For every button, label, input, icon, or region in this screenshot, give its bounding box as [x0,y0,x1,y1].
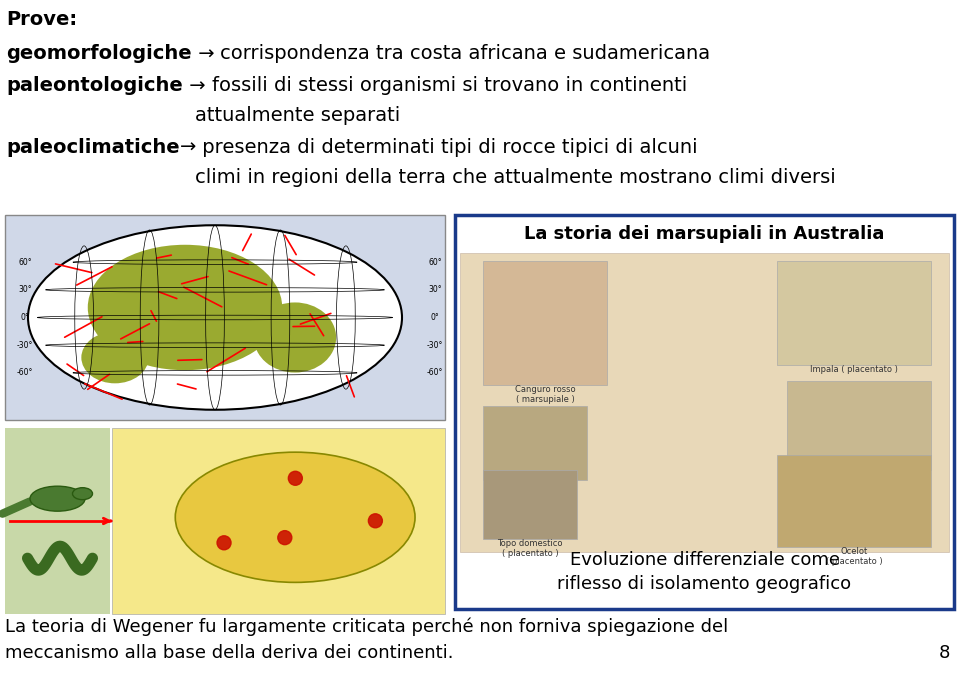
Text: 0°: 0° [21,313,30,322]
Circle shape [217,536,231,550]
Text: →: → [192,44,221,63]
Text: 8: 8 [939,644,950,662]
Ellipse shape [30,486,85,511]
Text: 0°: 0° [431,313,439,322]
FancyBboxPatch shape [455,215,954,609]
Text: -30°: -30° [427,341,443,350]
Text: riflesso di isolamento geografico: riflesso di isolamento geografico [557,575,852,593]
Text: 30°: 30° [428,285,442,294]
Text: meccanismo alla base della deriva dei continenti.: meccanismo alla base della deriva dei co… [5,644,454,662]
Text: →: → [179,138,196,157]
Ellipse shape [254,302,337,373]
Text: 30°: 30° [18,285,32,294]
Circle shape [289,471,302,485]
Ellipse shape [88,245,282,370]
FancyBboxPatch shape [777,455,931,547]
FancyBboxPatch shape [777,261,931,365]
FancyBboxPatch shape [5,215,445,420]
Text: -30°: -30° [17,341,34,350]
Text: -60°: -60° [427,369,443,378]
FancyBboxPatch shape [483,406,587,480]
Text: Evoluzione differenziale come: Evoluzione differenziale come [570,551,839,569]
Ellipse shape [28,225,402,410]
Text: paleoclimatiche: paleoclimatiche [6,138,179,157]
Circle shape [278,531,292,544]
Ellipse shape [175,452,415,582]
FancyBboxPatch shape [5,428,110,614]
FancyBboxPatch shape [460,253,949,552]
Text: Malgara
( marsupiale ): Malgara ( marsupiale ) [505,480,565,499]
Text: La storia dei marsupiali in Australia: La storia dei marsupiali in Australia [525,225,885,243]
Text: 60°: 60° [428,258,442,267]
Text: fossili di stessi organismi si trovano in continenti: fossili di stessi organismi si trovano i… [212,76,687,95]
Text: Quoll ( marsupiale ): Quoll ( marsupiale ) [817,470,901,479]
Text: -60°: -60° [17,369,34,378]
Text: La teoria di Wegener fu largamente criticata perché non forniva spiegazione del: La teoria di Wegener fu largamente criti… [5,618,728,637]
Ellipse shape [82,332,149,383]
Text: Prove:: Prove: [6,10,77,29]
Text: climi in regioni della terra che attualmente mostrano climi diversi: climi in regioni della terra che attualm… [195,168,835,187]
FancyBboxPatch shape [112,428,445,614]
Text: Ocelot
( placentato ): Ocelot ( placentato ) [826,547,882,566]
Ellipse shape [73,488,92,500]
Text: Canguro rosso
( marsupiale ): Canguro rosso ( marsupiale ) [515,385,575,404]
Text: →: → [183,76,212,95]
Text: 60°: 60° [18,258,32,267]
Text: corrispondenza tra costa africana e sudamericana: corrispondenza tra costa africana e suda… [221,44,711,63]
FancyBboxPatch shape [787,381,931,470]
Text: attualmente separati: attualmente separati [195,106,400,125]
FancyBboxPatch shape [483,261,607,385]
Circle shape [368,514,383,528]
Text: geomorfologiche: geomorfologiche [6,44,192,63]
Text: presenza di determinati tipi di rocce tipici di alcuni: presenza di determinati tipi di rocce ti… [196,138,697,157]
Text: Topo domestico
( placentato ): Topo domestico ( placentato ) [498,539,563,558]
FancyBboxPatch shape [483,470,577,539]
Text: Impala ( placentato ): Impala ( placentato ) [810,365,898,374]
Text: paleontologiche: paleontologiche [6,76,183,95]
